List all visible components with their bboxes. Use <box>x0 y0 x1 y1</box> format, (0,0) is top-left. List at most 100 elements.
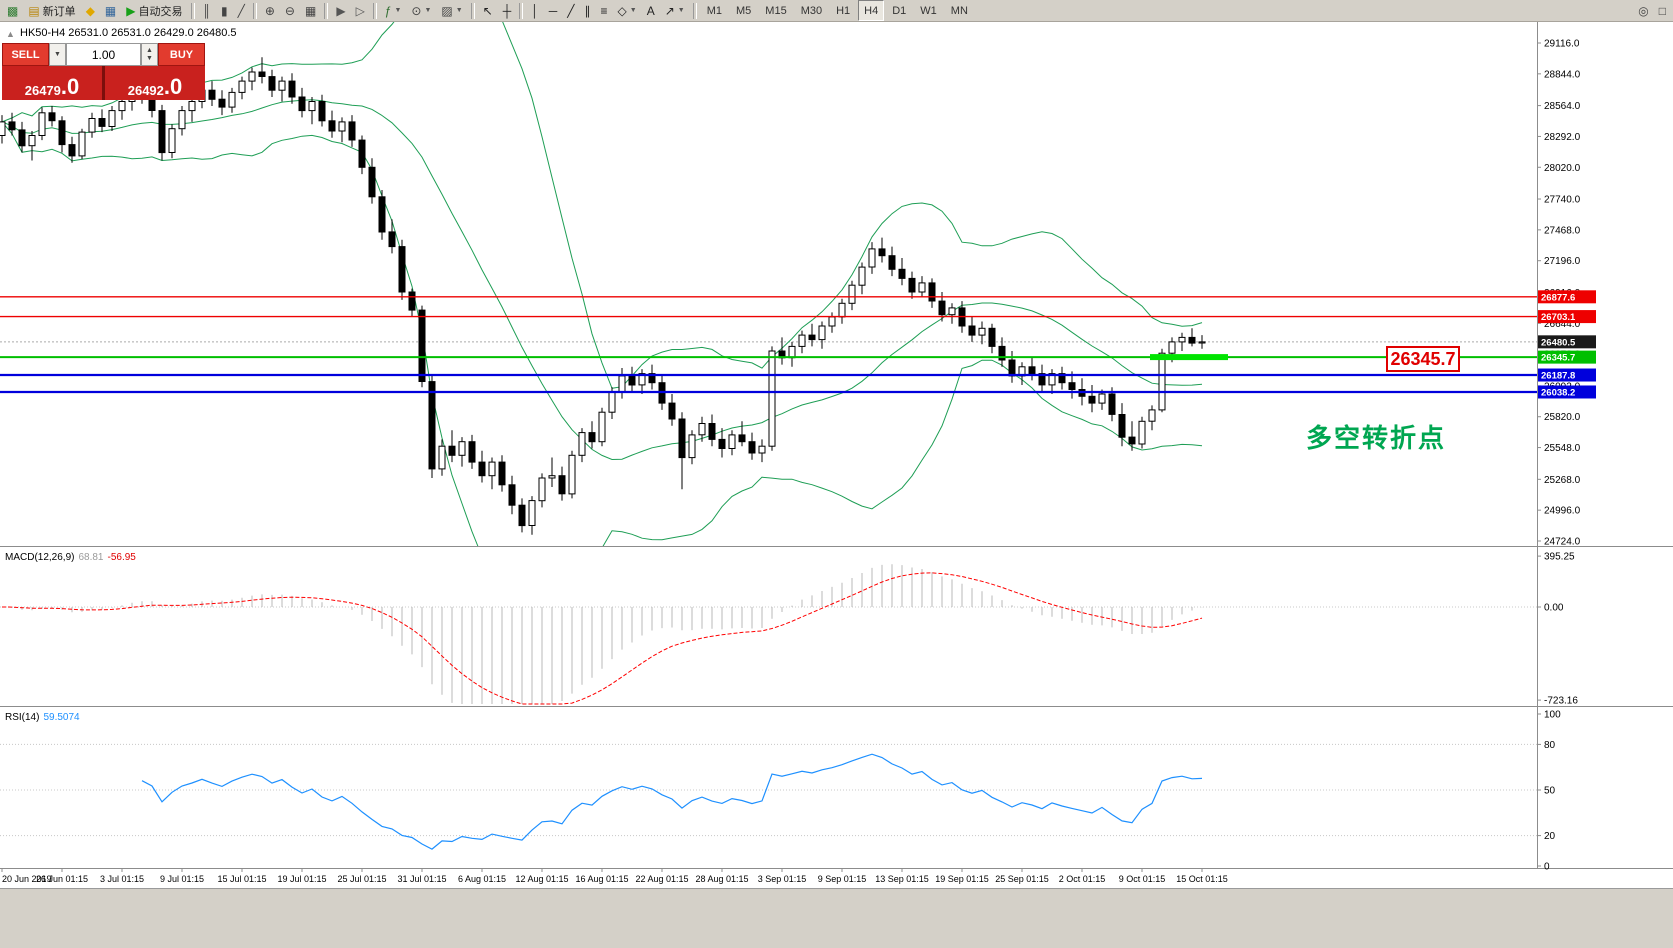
new-order-button[interactable]: ▤ 新订单 <box>24 0 79 21</box>
sell-price-small-digits: 26479 <box>24 83 61 98</box>
new-chart-icon: ▩ <box>7 3 19 18</box>
chart-candles-button[interactable]: ▮ <box>217 0 232 21</box>
text-button[interactable]: A <box>643 0 659 21</box>
price-axis-label: 28292.0 <box>1544 132 1581 143</box>
trendline-icon: ╱ <box>567 3 575 18</box>
crosshair-button[interactable]: ┼ <box>499 0 516 21</box>
indicators-icon: ƒ <box>384 3 392 18</box>
fibonacci-icon: ≡ <box>600 3 608 18</box>
timeframe-w1-button[interactable]: W1 <box>920 4 937 17</box>
time-axis-label: 2 Oct 01:15 <box>1059 874 1106 884</box>
arrow-icon: ↗ <box>664 3 675 18</box>
volume-input[interactable] <box>66 43 141 66</box>
dropdown-caret-icon: ▼ <box>629 7 637 14</box>
candles <box>0 57 1206 535</box>
new-chart-button[interactable]: ▩ <box>3 0 22 21</box>
zoom-in-icon: ⊕ <box>264 3 275 18</box>
arrows-button[interactable]: ↗ ▼ <box>661 0 689 21</box>
support-price-callout[interactable]: 26345.7 <box>1386 346 1460 372</box>
price-axis-label: 27740.0 <box>1544 195 1581 206</box>
toolbar-separator <box>252 2 257 19</box>
timeframe-m1-button[interactable]: M1 <box>706 4 723 17</box>
templates-button[interactable]: ▨ ▼ <box>437 0 466 21</box>
timeframe-h4-button[interactable]: H4 <box>858 0 885 21</box>
dropdown-caret-icon: ▼ <box>455 7 463 14</box>
chart-ohlc-info: HK50-H4 26531.0 26531.0 26429.0 26480.5 <box>20 27 237 39</box>
toolbar-separator <box>372 2 377 19</box>
template-icon: ▨ <box>441 3 453 18</box>
main-chart-layer <box>0 22 1537 546</box>
autotrading-button[interactable]: ▶ 自动交易 <box>122 0 186 21</box>
zoom-out-button[interactable]: ⊖ <box>281 0 299 21</box>
chart-line-button[interactable]: ╱ <box>234 0 249 21</box>
cursor-button[interactable]: ↖ <box>479 0 497 21</box>
time-axis-label: 28 Aug 01:15 <box>695 874 748 884</box>
rsi-line <box>141 753 1203 850</box>
buy-price[interactable]: 26492 .0 <box>105 66 205 100</box>
turning-point-note[interactable]: 多空转折点 <box>1306 423 1447 453</box>
price-axis-label: 29116.0 <box>1544 39 1580 50</box>
horizontal-line-button[interactable]: ─ <box>545 0 562 21</box>
price-axis-label: 25268.0 <box>1544 475 1581 486</box>
bollinger-middle-band <box>1 99 1203 461</box>
volume-dropdown-button[interactable]: ▼ <box>49 43 66 66</box>
sell-button[interactable]: SELL <box>2 43 49 66</box>
macd-axis-label: 395.25 <box>1544 552 1575 563</box>
channel-button[interactable]: ∥ <box>581 0 595 21</box>
autotrading-button-label: 自动交易 <box>138 5 183 18</box>
macd-main-value: 68.81 <box>78 552 104 563</box>
timeframe-m15-button[interactable]: M15 <box>765 4 787 17</box>
time-axis-label: 13 Sep 01:15 <box>875 874 929 884</box>
price-tag-label: 26877.6 <box>1541 292 1575 303</box>
star-icon: ◆ <box>85 3 95 18</box>
new-order-icon: ▤ <box>28 3 40 18</box>
time-axis-label: 9 Jul 01:15 <box>160 874 204 884</box>
dropdown-caret-icon: ▼ <box>424 7 432 14</box>
spin-down-icon: ▼ <box>146 54 153 62</box>
price-axis-label: 25548.0 <box>1544 443 1581 454</box>
support-highlight-segment[interactable] <box>1150 354 1228 361</box>
window-icon: □ <box>1658 3 1666 18</box>
sell-price-big-digits: .0 <box>60 74 80 100</box>
market-watch-icon: ▦ <box>104 3 117 18</box>
price-tag <box>1538 310 1596 324</box>
buy-button[interactable]: BUY <box>158 43 205 66</box>
channel-icon: ∥ <box>584 3 591 18</box>
toolbar-right-group: ◎ □ <box>1633 0 1671 21</box>
time-axis-label: 19 Sep 01:15 <box>935 874 989 884</box>
timeframe-m5-button[interactable]: M5 <box>736 4 752 17</box>
search-button[interactable]: ◎ <box>1634 0 1652 21</box>
fibonacci-button[interactable]: ≡ <box>597 0 612 21</box>
tile-windows-button[interactable]: ▦ <box>301 0 320 21</box>
timeframe-mn-button[interactable]: MN <box>950 4 968 17</box>
indicators-button[interactable]: ƒ ▼ <box>381 0 406 21</box>
text-icon: A <box>646 3 655 18</box>
rsi-indicator-label: RSI(14) 59.5074 <box>5 712 80 723</box>
timeframe-h1-button[interactable]: H1 <box>836 4 851 17</box>
chart-bars-button[interactable]: ║ <box>199 0 216 21</box>
volume-stepper[interactable]: ▲ ▼ <box>141 43 158 66</box>
toolbar-separator <box>470 2 475 19</box>
buy-price-big-digits: .0 <box>163 74 183 100</box>
trade-panel-collapse-button[interactable]: ▲ <box>6 29 15 39</box>
periods-button[interactable]: ⊙ ▼ <box>407 0 435 21</box>
clock-icon: ⊙ <box>411 3 422 18</box>
candlestick-chart-icon: ▮ <box>221 3 228 18</box>
zoom-in-button[interactable]: ⊕ <box>261 0 279 21</box>
docking-button[interactable]: □ <box>1655 0 1670 21</box>
sell-price[interactable]: 26479 .0 <box>2 66 102 100</box>
market-watch-button[interactable]: ▦ <box>101 0 120 21</box>
timeframe-m30-button[interactable]: M30 <box>800 4 823 17</box>
chart-shift-button[interactable]: ▷ <box>352 0 369 21</box>
trendline-button[interactable]: ╱ <box>563 0 578 21</box>
vertical-line-button[interactable]: │ <box>527 0 543 21</box>
one-click-trading-panel: SELL ▼ ▲ ▼ BUY 26479 .0 26492 .0 <box>2 43 205 100</box>
auto-scroll-button[interactable]: ▶ <box>332 0 349 21</box>
favorites-button[interactable]: ◆ <box>82 0 99 21</box>
timeframe-d1-button[interactable]: D1 <box>892 4 907 17</box>
shapes-button[interactable]: ◇ ▼ <box>614 0 641 21</box>
crosshair-icon: ┼ <box>502 3 512 18</box>
time-axis-label: 19 Jul 01:15 <box>277 874 326 884</box>
trade-panel-top-row: SELL ▼ ▲ ▼ BUY <box>2 43 205 66</box>
time-axis-label: 9 Sep 01:15 <box>818 874 867 884</box>
